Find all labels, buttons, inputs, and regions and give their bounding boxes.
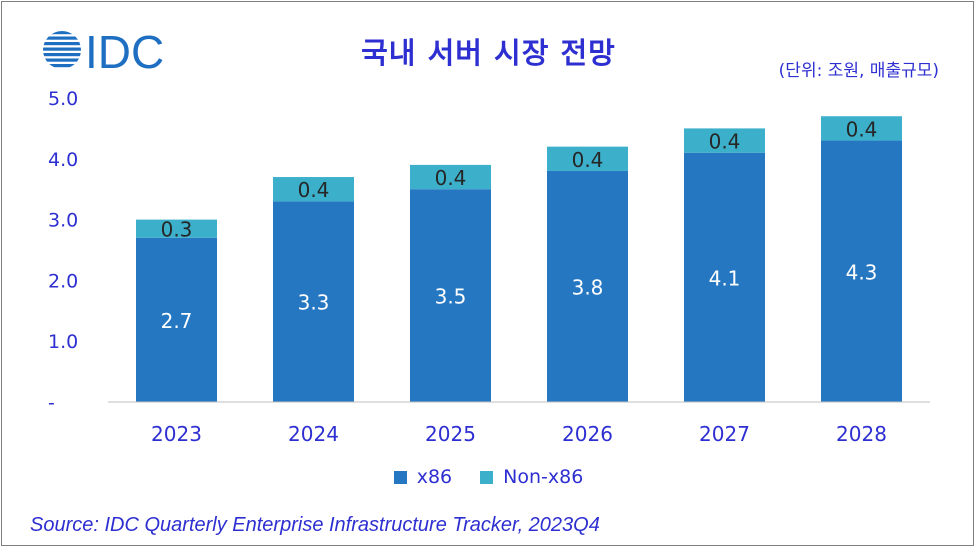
bar-non-x86 [410,164,491,190]
legend-swatch-x86 [393,470,407,484]
data-label-x86: 3.8 [572,275,604,299]
x-tick-label: 2026 [562,422,613,446]
y-tick-label: 2.0 [48,270,78,292]
legend-label-x86: x86 [416,466,453,488]
data-label-x86: 2.7 [161,309,193,333]
x-tick-label: 2025 [425,422,476,446]
bar-x86 [136,237,217,402]
chart-title: 국내 서버 시장 전망 [361,36,616,70]
y-tick-label: 4.0 [48,149,78,171]
y-tick-label: 1.0 [48,331,78,353]
data-label-non-x86: 0.4 [435,166,467,190]
bar-non-x86 [136,219,217,238]
svg-text:IDC: IDC [85,26,164,76]
idc-logo: IDC [40,26,180,76]
x-tick-label: 2023 [151,422,202,446]
data-label-non-x86: 0.4 [572,148,604,172]
data-label-x86: 4.1 [709,266,741,290]
data-label-non-x86: 0.4 [709,130,741,154]
bar-x86 [821,140,902,402]
bar-non-x86 [821,116,902,141]
bar-x86 [547,170,628,402]
bar-x86 [410,189,491,402]
bar-x86 [684,152,765,402]
bar-non-x86 [273,177,354,202]
y-tick-label: 5.0 [48,88,78,110]
y-tick-label: - [48,392,55,414]
x-tick-label: 2024 [288,422,339,446]
idc-logo-graphic: IDC [43,26,164,76]
data-label-non-x86: 0.4 [298,178,330,202]
legend-item-x86: x86 [393,466,453,488]
bar-non-x86 [684,128,765,153]
legend: x86 Non-x86 [0,466,977,488]
bar-non-x86 [547,146,628,171]
data-label-x86: 3.3 [298,291,330,315]
legend-swatch-non-x86 [480,470,494,484]
y-tick-label: 3.0 [48,210,78,232]
data-label-non-x86: 0.3 [161,218,193,242]
unit-note: (단위: 조원, 매출규모) [778,61,939,81]
x-tick-label: 2027 [699,422,750,446]
data-label-x86: 3.5 [435,285,467,309]
bar-x86 [273,201,354,402]
data-label-non-x86: 0.4 [846,117,878,141]
data-label-x86: 4.3 [846,260,878,284]
x-tick-label: 2028 [836,422,887,446]
legend-item-non-x86: Non-x86 [480,466,583,488]
source-note: Source: IDC Quarterly Enterprise Infrast… [30,514,600,536]
legend-label-non-x86: Non-x86 [503,466,584,488]
